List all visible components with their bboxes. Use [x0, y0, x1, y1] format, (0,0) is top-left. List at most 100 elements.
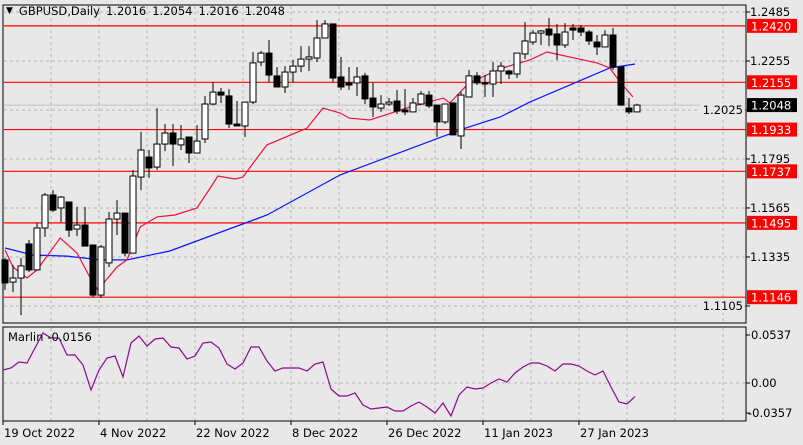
- candle: [289, 59, 297, 83]
- candle-body: [25, 243, 33, 271]
- candle-body: [305, 56, 313, 60]
- candle-body: [145, 156, 153, 169]
- candle: [281, 66, 289, 93]
- open-price: 1.2016: [105, 4, 147, 18]
- candle-body: [513, 52, 521, 75]
- candle: [113, 200, 121, 236]
- candle-body: [185, 136, 193, 154]
- price-tick-label: 1.1565: [750, 201, 790, 215]
- indicator-tick-label: -0.0357: [748, 406, 792, 420]
- candle: [569, 23, 577, 40]
- candle-body: [41, 194, 49, 229]
- candle-body: [233, 123, 241, 127]
- candle: [169, 124, 177, 166]
- candle-body: [273, 75, 281, 88]
- symbol-timeframe: GBPUSD,Daily: [18, 4, 100, 18]
- candle-body: [393, 100, 401, 112]
- candle-body: [617, 66, 625, 106]
- candle: [465, 69, 473, 98]
- candle: [345, 66, 353, 90]
- candle: [601, 30, 609, 48]
- indicator-tick-label: 0.0537: [751, 328, 791, 342]
- candle-body: [129, 175, 137, 254]
- candle: [353, 66, 361, 96]
- price-tick-label: 1.1105: [703, 299, 743, 313]
- candle: [129, 170, 137, 254]
- candle: [377, 95, 385, 112]
- candle: [305, 46, 313, 72]
- price-tick-label-backdrop: [700, 298, 744, 313]
- candle-body: [585, 31, 593, 42]
- candle: [441, 103, 449, 125]
- candle: [609, 27, 617, 70]
- candle-body: [217, 91, 225, 96]
- candle: [65, 201, 73, 237]
- candle: [585, 30, 593, 46]
- candle-body: [577, 27, 585, 33]
- candle-body: [361, 75, 369, 100]
- candle: [577, 24, 585, 37]
- candle: [633, 103, 641, 113]
- candle-body: [257, 52, 265, 63]
- candle: [41, 193, 49, 237]
- candle-body: [473, 75, 481, 84]
- candle: [401, 89, 409, 116]
- candle-body: [105, 218, 113, 264]
- candle-body: [505, 70, 513, 75]
- candle-body: [593, 41, 601, 48]
- candle: [121, 212, 129, 257]
- candle-body: [57, 196, 65, 209]
- candle-body: [625, 107, 633, 113]
- candle-body: [201, 103, 209, 140]
- candle: [217, 88, 225, 103]
- candle-body: [281, 71, 289, 88]
- high-price: 1.2054: [152, 4, 193, 18]
- candle-body: [465, 75, 473, 98]
- level-label: 1.1146: [751, 291, 791, 305]
- candle-body: [289, 65, 297, 73]
- price-tick-label: 1.1335: [750, 250, 790, 264]
- candle: [617, 66, 625, 106]
- candle: [81, 206, 89, 247]
- candle: [537, 30, 545, 46]
- candle-body: [209, 91, 217, 105]
- indicator-name: Marlin: [8, 330, 44, 344]
- candle: [625, 98, 633, 115]
- level-label: 1.1933: [751, 123, 791, 137]
- candle-body: [97, 246, 105, 296]
- candle-body: [249, 62, 257, 103]
- indicator-panel: [2, 326, 747, 422]
- candle-body: [417, 93, 425, 105]
- collapse-triangle-icon[interactable]: ▼: [6, 6, 13, 16]
- candle: [545, 17, 553, 47]
- chart-header: ▼ GBPUSD,Daily 1.2016 1.2054 1.2016 1.20…: [6, 4, 285, 18]
- candle: [425, 91, 433, 109]
- level-label-box: [747, 75, 797, 90]
- candle: [209, 82, 217, 106]
- date-label: 4 Nov 2022: [100, 426, 166, 440]
- price-tick-label-backdrop: [700, 102, 744, 117]
- candle: [385, 98, 393, 106]
- candle: [137, 131, 145, 191]
- candle: [201, 95, 209, 143]
- candle: [145, 150, 153, 178]
- candle-body: [529, 32, 537, 43]
- candle-body: [313, 37, 321, 59]
- candle-body: [561, 31, 569, 46]
- candle-body: [169, 132, 177, 145]
- candle: [265, 39, 273, 83]
- candle: [473, 72, 481, 86]
- current-price-label: 1.2048: [751, 99, 791, 113]
- candle-body: [401, 109, 409, 113]
- candle-body: [65, 201, 73, 231]
- candle: [185, 136, 193, 164]
- candle: [25, 239, 33, 273]
- candle-body: [425, 94, 433, 107]
- candle-body: [297, 58, 305, 67]
- close-price: 1.2048: [244, 4, 285, 18]
- candle: [49, 190, 57, 213]
- candle: [1, 258, 9, 290]
- candle-body: [329, 23, 337, 79]
- candle: [433, 104, 441, 138]
